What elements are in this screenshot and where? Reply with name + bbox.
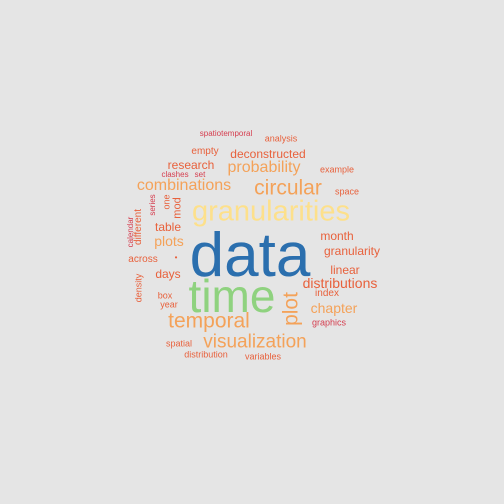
word-plot: plot xyxy=(279,292,303,326)
word-table: table xyxy=(154,220,182,234)
word-series: series xyxy=(148,194,157,216)
word-granularities: granularities xyxy=(192,195,350,228)
word-time: time xyxy=(188,270,276,322)
word-plots: plots xyxy=(154,233,184,249)
word-circular: circular xyxy=(254,176,322,200)
word-example: example xyxy=(319,164,355,175)
word-box: box xyxy=(157,290,173,301)
word-index: index xyxy=(315,288,339,299)
word-granularity: granularity xyxy=(323,244,381,258)
word-probability: probability xyxy=(227,159,301,176)
word-graphics: graphics xyxy=(311,317,347,328)
word-days: days xyxy=(155,267,181,281)
word-visualization: visualization xyxy=(203,331,307,353)
word-different: different xyxy=(133,209,144,245)
word-space: space xyxy=(334,186,360,197)
word-mod: mod xyxy=(171,197,184,219)
word-set: set xyxy=(194,170,206,179)
word-linear: linear xyxy=(330,263,360,277)
word-year: year xyxy=(160,299,178,310)
word-combinations: combinations xyxy=(136,177,232,194)
word-analysis: analysis xyxy=(264,133,298,144)
word-distributions: distributions xyxy=(302,275,378,291)
word-density: density xyxy=(133,273,144,303)
word-bullet: • xyxy=(174,253,178,262)
word-temporal: temporal xyxy=(168,309,250,333)
word-clashes: clashes xyxy=(161,170,189,179)
word-data: data xyxy=(189,221,311,290)
word-deconstructed: deconstructed xyxy=(230,147,306,161)
word-empty: empty xyxy=(191,146,219,157)
word-variables: variables xyxy=(244,351,282,362)
word-calendar: calendar xyxy=(126,216,135,248)
word-spatial: spatial xyxy=(165,338,193,349)
word-one: one xyxy=(161,194,172,210)
word-month: month xyxy=(320,229,354,243)
word-research: research xyxy=(167,158,215,172)
word-across: across xyxy=(128,254,158,265)
word-spatiotemporal: spatiotemporal xyxy=(199,129,253,138)
word-distribution: distribution xyxy=(184,349,228,360)
word-chapter: chapter xyxy=(310,300,358,316)
